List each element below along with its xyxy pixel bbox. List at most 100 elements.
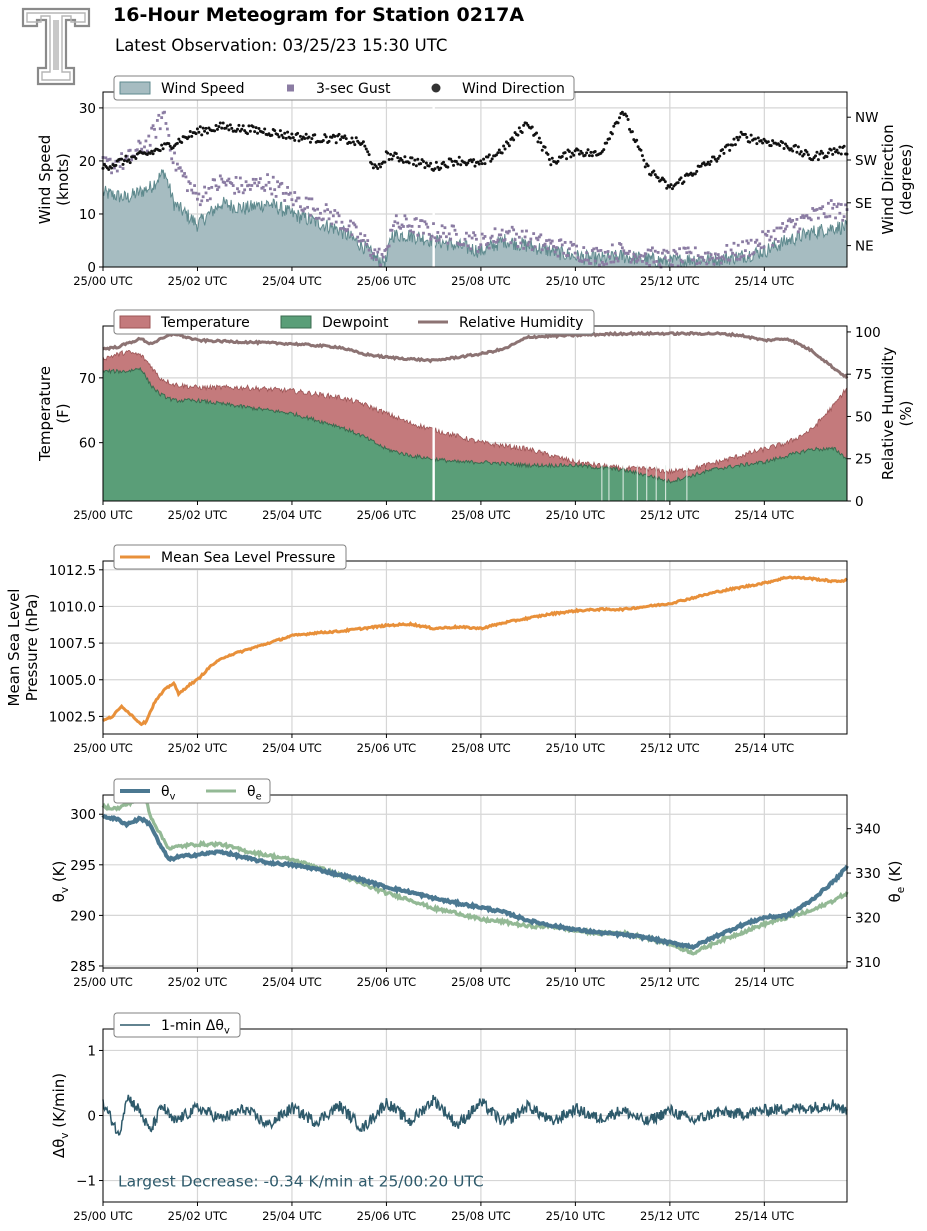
direction-point — [107, 168, 111, 172]
gust-point — [271, 175, 275, 179]
gust-point — [218, 174, 222, 178]
gust-point — [293, 191, 297, 194]
direction-point — [537, 136, 541, 140]
legend: Wind Speed 3-sec Gust Wind Direction — [113, 75, 575, 101]
x-tick-label: 25/02 UTC — [168, 741, 228, 755]
direction-point — [735, 135, 739, 139]
direction-point — [254, 126, 258, 130]
gust-point — [661, 251, 664, 255]
direction-point — [842, 144, 846, 148]
direction-point — [502, 144, 506, 148]
x-tick-label: 25/14 UTC — [735, 741, 795, 755]
data-gap — [432, 416, 435, 501]
direction-point — [489, 159, 493, 163]
gust-point — [532, 232, 536, 236]
gust-point — [359, 232, 362, 236]
x-tick-label: 25/06 UTC — [357, 1209, 417, 1223]
gust-point — [620, 246, 624, 250]
direction-point — [793, 143, 797, 147]
gust-point — [678, 247, 681, 251]
gust-point — [573, 251, 577, 255]
direction-point — [323, 133, 327, 137]
gust-point — [194, 191, 198, 195]
gust-point — [320, 218, 324, 222]
gust-point — [842, 215, 846, 218]
gust-point — [792, 225, 796, 229]
gust-point — [186, 189, 189, 193]
gust-point — [756, 244, 760, 247]
y-tick-label: 0 — [87, 260, 96, 276]
gust-point — [177, 166, 181, 170]
direction-point — [726, 143, 730, 147]
gust-point — [306, 205, 309, 209]
direction-point — [625, 114, 629, 118]
x-tick-label: 25/10 UTC — [546, 1209, 606, 1223]
gust-point — [263, 189, 267, 192]
gust-point — [171, 161, 175, 165]
gust-point — [693, 246, 697, 250]
gust-point — [161, 111, 165, 115]
direction-point — [379, 165, 383, 169]
gust-point — [715, 256, 719, 260]
direction-point — [230, 126, 234, 130]
gust-point — [324, 203, 328, 207]
direction-point — [826, 151, 830, 155]
gust-point — [372, 252, 375, 255]
data-gap — [432, 92, 435, 267]
annotation-largest-decrease: Largest Decrease: -0.34 K/min at 25/00:2… — [118, 1173, 484, 1191]
gust-point — [796, 230, 800, 234]
data-gap — [622, 465, 624, 501]
direction-point — [549, 163, 553, 167]
gust-point — [201, 195, 205, 199]
gust-point — [469, 247, 473, 251]
gust-point — [582, 246, 586, 249]
gust-point — [430, 234, 434, 238]
gust-point — [424, 222, 428, 226]
gust-point — [290, 198, 294, 202]
gust-point — [709, 253, 713, 257]
x-tick-label: 25/02 UTC — [168, 975, 228, 989]
legend-box — [113, 778, 271, 804]
gust-point — [626, 252, 630, 255]
gust-point — [311, 207, 315, 211]
gust-point — [241, 191, 245, 195]
gust-point — [609, 260, 613, 264]
y-axis-label: Wind Speed — [36, 135, 54, 225]
legend-label: 3-sec Gust — [316, 81, 391, 97]
direction-point — [349, 141, 353, 145]
direction-point — [221, 121, 225, 125]
gust-point — [513, 238, 517, 241]
x-tick-label: 25/04 UTC — [262, 975, 322, 989]
gust-point — [330, 222, 334, 226]
direction-point — [400, 158, 404, 162]
gust-point — [373, 248, 377, 252]
direction-point — [759, 139, 763, 143]
gust-point — [300, 208, 304, 212]
gust-point — [367, 248, 371, 252]
direction-point — [829, 148, 833, 152]
direction-point — [288, 136, 292, 140]
gust-point — [734, 253, 737, 257]
direction-point — [124, 154, 128, 158]
gust-point — [805, 214, 809, 217]
direction-point — [307, 135, 311, 139]
gust-point — [580, 260, 584, 263]
gust-point — [360, 239, 364, 243]
gust-point — [741, 240, 744, 244]
gust-point — [317, 216, 321, 220]
gust-point — [316, 207, 320, 211]
gust-point — [748, 254, 752, 257]
gust-point — [703, 251, 707, 255]
gust-point — [402, 225, 405, 228]
gust-point — [655, 260, 659, 263]
direction-point — [194, 132, 198, 136]
direction-point — [201, 126, 205, 130]
gust-point — [527, 240, 531, 244]
gust-point — [319, 211, 322, 215]
gust-point — [615, 257, 619, 260]
gust-point — [436, 231, 440, 234]
series-delta-theta-v — [102, 1094, 848, 1136]
gust-point — [465, 231, 468, 235]
gust-point — [560, 243, 564, 247]
direction-point — [530, 125, 534, 129]
